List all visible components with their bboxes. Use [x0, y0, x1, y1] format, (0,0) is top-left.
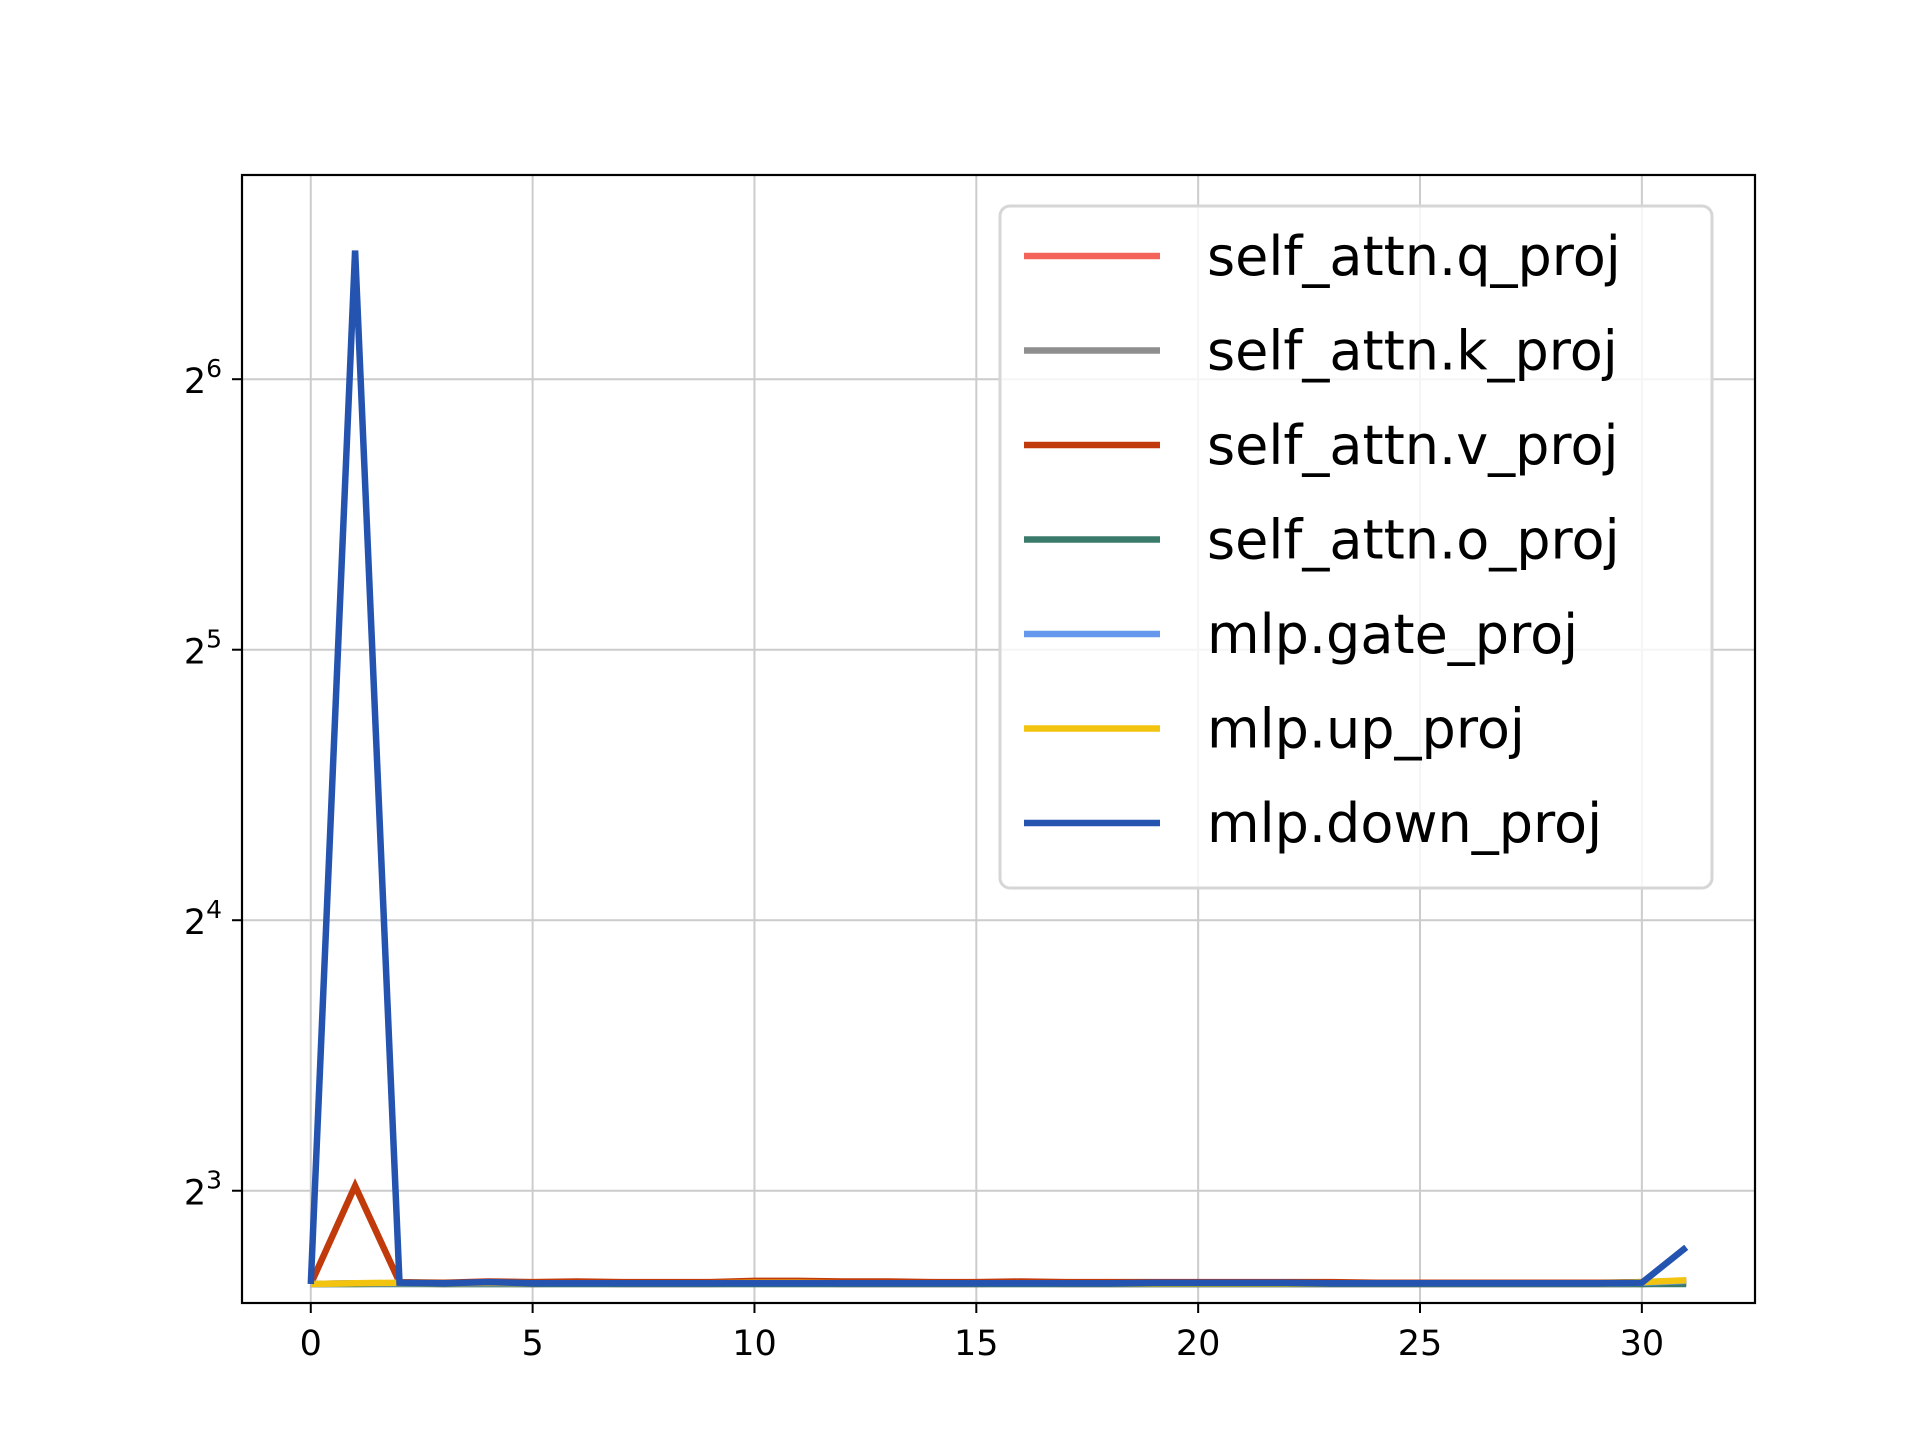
legend-label-self-attn-v-proj: self_attn.v_proj: [1207, 414, 1619, 477]
y-tick-label: 25: [184, 625, 222, 673]
x-tick-label: 0: [300, 1324, 322, 1364]
y-tick-base: 2: [184, 903, 206, 943]
y-tick-base: 2: [184, 633, 206, 673]
x-tick-label: 25: [1398, 1324, 1443, 1364]
x-tick-label: 30: [1620, 1324, 1665, 1364]
y-tick-base: 2: [184, 362, 206, 402]
x-tick-label: 5: [521, 1324, 543, 1364]
plot-frame: [240, 173, 1757, 1305]
y-tick-exponent: 3: [206, 1166, 222, 1195]
legend-label-mlp-gate-proj: mlp.gate_proj: [1207, 603, 1578, 666]
legend-label-self-attn-o-proj: self_attn.o_proj: [1207, 509, 1620, 572]
legend-label-self-attn-q-proj: self_attn.q_proj: [1207, 225, 1621, 288]
legend: self_attn.q_proj self_attn.k_proj self_att…: [998, 204, 1714, 890]
x-tick-label: 10: [732, 1324, 777, 1364]
legend-label-self-attn-k-proj: self_attn.k_proj: [1207, 320, 1618, 383]
legend-box: [998, 204, 1714, 890]
y-tick-label: 26: [184, 354, 222, 402]
y-tick-label: 24: [184, 895, 222, 943]
y-tick-base: 2: [184, 1174, 206, 1214]
x-tick-label: 20: [1176, 1324, 1221, 1364]
legend-label-mlp-up-proj: mlp.up_proj: [1207, 698, 1525, 761]
y-tick-label: 23: [184, 1166, 222, 1214]
legend-label-mlp-down-proj: mlp.down_proj: [1207, 792, 1602, 855]
series-lines: [307, 250, 1689, 1288]
series-line-mlp-down-proj: [307, 250, 1689, 1287]
x-tick-label: 15: [954, 1324, 999, 1364]
y-tick-exponent: 6: [206, 354, 222, 383]
y-tick-exponent: 4: [206, 895, 222, 924]
y-tick-exponent: 5: [206, 625, 222, 654]
